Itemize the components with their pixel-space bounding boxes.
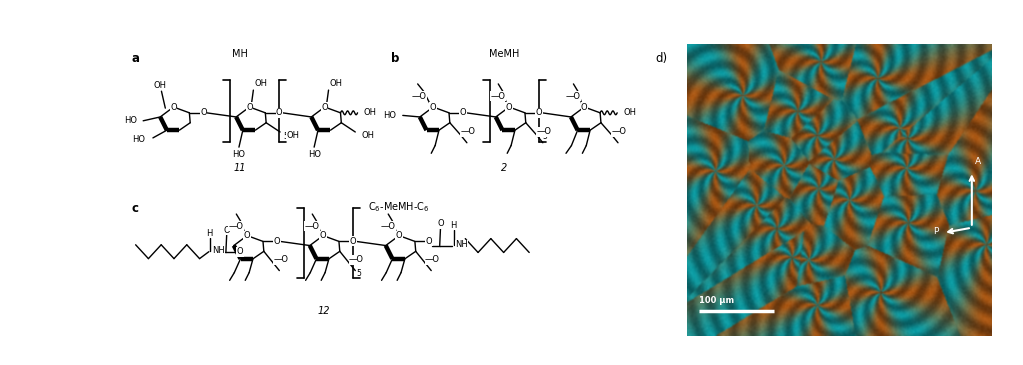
Text: OH: OH <box>286 131 300 139</box>
Text: O: O <box>236 247 243 256</box>
Text: —O: —O <box>537 127 551 137</box>
Text: d): d) <box>655 51 667 65</box>
Text: MH: MH <box>232 49 249 59</box>
Text: OH: OH <box>329 80 343 88</box>
Text: O: O <box>247 103 253 112</box>
Text: O: O <box>350 237 356 246</box>
Text: C$_6$-MeMH-C$_6$ crystals in HFIP: C$_6$-MeMH-C$_6$ crystals in HFIP <box>714 310 843 323</box>
Text: a: a <box>132 51 140 65</box>
Text: O: O <box>581 103 587 112</box>
Text: O: O <box>170 103 177 112</box>
Text: OH: OH <box>361 131 374 139</box>
Text: H: H <box>450 221 457 230</box>
Text: O: O <box>243 231 251 240</box>
Text: HO: HO <box>124 116 137 125</box>
Text: 2: 2 <box>500 163 506 173</box>
Text: 5: 5 <box>543 132 547 141</box>
Text: C$_6$-MeMH-C$_6$: C$_6$-MeMH-C$_6$ <box>368 200 430 214</box>
Text: 100 μm: 100 μm <box>700 296 735 304</box>
Text: b: b <box>392 51 400 65</box>
Text: H: H <box>207 229 213 238</box>
Text: O: O <box>201 108 207 117</box>
Text: OH: OH <box>153 81 167 89</box>
Text: O: O <box>223 226 230 235</box>
Text: c: c <box>132 201 139 215</box>
Text: O: O <box>437 219 444 228</box>
Text: —O: —O <box>412 92 427 101</box>
Text: O: O <box>273 237 280 246</box>
Text: NH: NH <box>455 240 468 249</box>
Text: O: O <box>321 103 328 112</box>
Text: HO: HO <box>232 150 246 160</box>
Text: —O: —O <box>425 255 440 264</box>
Text: MeMH: MeMH <box>489 49 519 59</box>
Text: P: P <box>933 227 938 236</box>
Text: 5: 5 <box>357 269 362 277</box>
Text: —O: —O <box>304 222 319 231</box>
Text: A: A <box>975 157 981 166</box>
Text: OH: OH <box>623 108 636 117</box>
Text: —O: —O <box>381 222 395 231</box>
Text: —O: —O <box>273 255 288 264</box>
Text: O: O <box>459 108 466 117</box>
Text: HO: HO <box>308 150 320 160</box>
Text: O: O <box>320 231 326 240</box>
Text: —O: —O <box>349 255 364 264</box>
Text: O: O <box>536 108 542 117</box>
Text: NH: NH <box>212 246 225 256</box>
Text: OH: OH <box>254 80 267 88</box>
Text: —O: —O <box>612 127 627 137</box>
Text: O: O <box>276 108 282 117</box>
Text: O: O <box>396 231 402 240</box>
Text: OH: OH <box>364 108 376 117</box>
Text: 5: 5 <box>283 132 288 141</box>
Text: HO: HO <box>132 135 145 144</box>
Text: O: O <box>430 103 437 112</box>
Text: —O: —O <box>460 127 476 137</box>
Text: O: O <box>505 103 513 112</box>
Text: 11: 11 <box>234 163 247 173</box>
Text: O: O <box>426 237 432 246</box>
Text: 12: 12 <box>318 306 330 316</box>
Text: —O: —O <box>566 92 580 101</box>
Text: —O: —O <box>490 92 505 101</box>
Text: HO: HO <box>384 111 397 120</box>
Text: —O: —O <box>228 222 243 231</box>
